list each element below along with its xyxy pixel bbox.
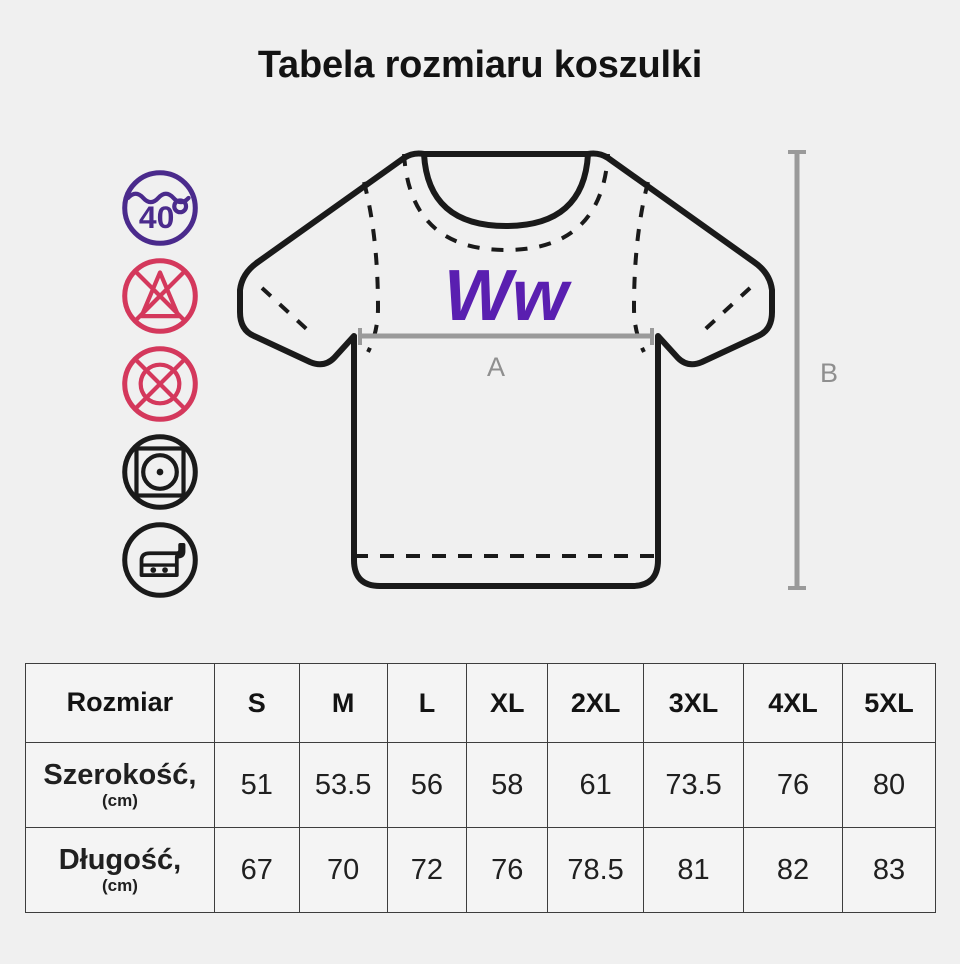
table-header-size-s: S xyxy=(213,663,300,743)
brand-logo: Ww xyxy=(444,256,572,336)
cell-length-2xl: 78.5 xyxy=(547,827,645,913)
cell-length-m: 70 xyxy=(298,827,388,913)
table-header-size-m: M xyxy=(298,663,388,743)
table-header-size-xl: XL xyxy=(466,663,549,743)
row-label-length-text: Długość, xyxy=(58,844,182,877)
row-label-length-unit: (cm) xyxy=(101,875,138,895)
wash-40-icon: 40 xyxy=(122,170,198,246)
right-cuff-stitch xyxy=(698,286,752,336)
dimension-ruler-b xyxy=(788,150,806,590)
table-header-size-l: L xyxy=(386,663,468,743)
dimension-ruler-a xyxy=(358,328,654,345)
cell-width-2xl: 61 xyxy=(547,742,645,828)
table-header-row: Rozmiar S M L XL 2XL 3XL 4XL 5XL xyxy=(25,663,936,743)
cell-width-4xl: 76 xyxy=(743,742,844,828)
cell-width-m: 53.5 xyxy=(298,742,388,828)
table-header-size-4xl: 4XL xyxy=(743,663,844,743)
tshirt-outline xyxy=(237,150,775,589)
cell-length-s: 67 xyxy=(213,827,300,913)
row-label-length: Długość, (cm) xyxy=(25,827,215,913)
neckline-stitch xyxy=(402,153,610,253)
table-row-length: Długość, (cm) 67 70 72 76 78.5 81 82 83 xyxy=(25,827,936,913)
do-not-bleach-icon xyxy=(122,258,198,334)
table-header-rozmiar: Rozmiar xyxy=(25,663,215,743)
row-label-width-text: Szerokość, xyxy=(43,759,197,792)
care-symbols-list: 40 xyxy=(118,166,214,606)
left-cuff-stitch xyxy=(260,286,314,336)
cell-width-xl: 58 xyxy=(466,742,549,828)
tumble-dry-icon xyxy=(122,434,198,510)
cell-width-5xl: 80 xyxy=(842,742,936,828)
cell-width-3xl: 73.5 xyxy=(643,742,745,828)
cell-width-s: 51 xyxy=(213,742,300,828)
row-label-width: Szerokość, (cm) xyxy=(25,742,215,828)
neckline xyxy=(421,153,591,230)
cell-length-4xl: 82 xyxy=(743,827,844,913)
cell-length-3xl: 81 xyxy=(643,827,745,913)
table-header-size-3xl: 3XL xyxy=(643,663,745,743)
iron-two-dots-icon xyxy=(122,522,198,598)
right-sleeve-seam xyxy=(631,181,650,353)
do-not-dry-clean-icon xyxy=(122,346,198,422)
dimension-label-b: B xyxy=(820,358,839,388)
left-sleeve-seam xyxy=(362,181,381,353)
cell-length-5xl: 83 xyxy=(842,827,936,913)
table-header-size-5xl: 5XL xyxy=(842,663,936,743)
dimension-label-a: A xyxy=(487,352,506,382)
row-label-width-unit: (cm) xyxy=(101,790,138,810)
cell-width-l: 56 xyxy=(386,742,468,828)
cell-length-xl: 76 xyxy=(466,827,549,913)
svg-text:40: 40 xyxy=(139,199,175,235)
table-row-width: Szerokość, (cm) 51 53.5 56 58 61 73.5 76… xyxy=(25,742,936,828)
cell-length-l: 72 xyxy=(386,827,468,913)
tshirt-illustration: Ww xyxy=(237,150,775,589)
page-title: Tabela rozmiaru koszulki xyxy=(257,44,703,86)
size-table: Rozmiar S M L XL 2XL 3XL 4XL 5XL Szeroko… xyxy=(25,663,936,913)
table-header-size-2xl: 2XL xyxy=(547,663,645,743)
